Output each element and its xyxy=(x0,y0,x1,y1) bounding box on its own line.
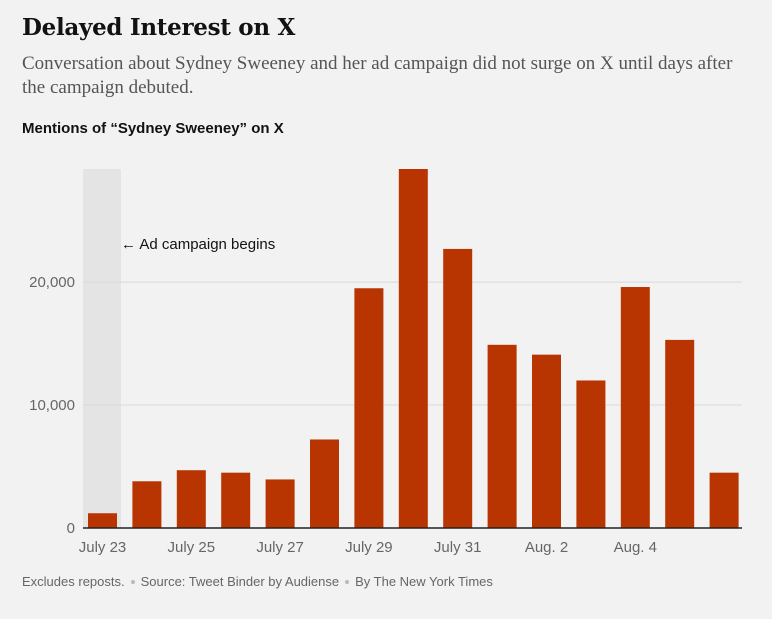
y-tick-label: 20,000 xyxy=(29,274,75,291)
bar xyxy=(176,470,206,528)
bar xyxy=(265,479,295,528)
bar xyxy=(665,339,695,528)
chart-heading: Mentions of “Sydney Sweeney” on X xyxy=(22,120,284,137)
source-note: Source: Tweet Binder by Audiense xyxy=(140,574,340,589)
chart-title: Delayed Interest on X xyxy=(22,14,295,41)
bar xyxy=(398,169,428,528)
bar xyxy=(709,472,739,528)
chart-subtitle: Conversation about Sydney Sweeney and he… xyxy=(22,53,733,98)
annotation-label: ← Ad campaign begins xyxy=(121,236,275,253)
bar xyxy=(576,380,606,528)
bar xyxy=(221,472,251,528)
bar xyxy=(88,513,117,528)
y-tick-label: 0 xyxy=(67,520,75,537)
campaign-shade xyxy=(83,169,121,528)
x-tick-label: July 31 xyxy=(434,539,482,556)
credit-note: By The New York Times xyxy=(355,574,493,589)
bar xyxy=(132,481,162,528)
y-tick-label: 10,000 xyxy=(29,397,75,414)
bar xyxy=(354,288,384,528)
x-tick-label: July 23 xyxy=(79,539,127,556)
x-tick-label: July 29 xyxy=(345,539,393,556)
bar xyxy=(532,354,561,528)
x-tick-label: Aug. 2 xyxy=(525,539,568,556)
separator-dot xyxy=(345,579,350,584)
bar xyxy=(310,439,339,528)
bar xyxy=(443,248,473,529)
x-tick-label: July 27 xyxy=(256,539,304,556)
x-tick-label: July 25 xyxy=(168,539,216,556)
bar xyxy=(487,344,517,528)
separator-dot xyxy=(130,579,135,584)
x-tick-label: Aug. 4 xyxy=(614,539,657,556)
footer: Excludes reposts. Source: Tweet Binder by… xyxy=(22,574,493,589)
footnote: Excludes reposts. xyxy=(22,574,125,589)
bar xyxy=(620,287,650,528)
